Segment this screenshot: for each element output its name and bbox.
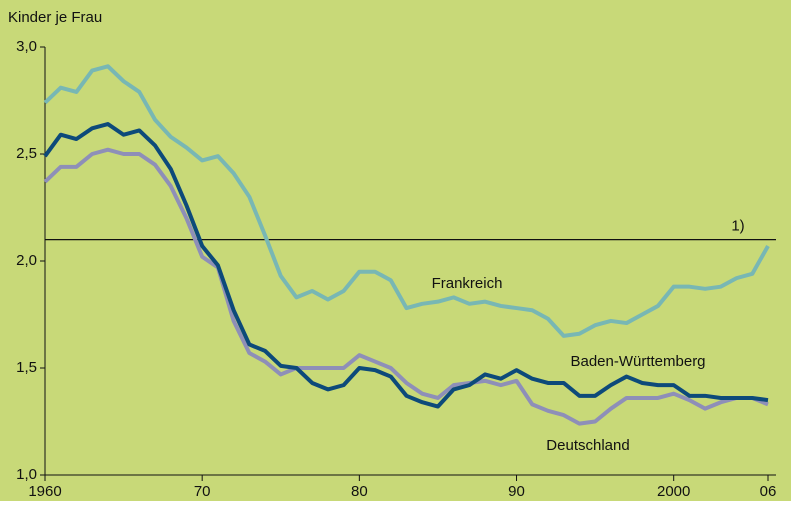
y-tick-label: 1,5 bbox=[16, 359, 37, 376]
x-tick-label: 1960 bbox=[28, 483, 61, 500]
series-line bbox=[43, 122, 769, 409]
series-label: Baden-Württemberg bbox=[570, 353, 705, 370]
series-label: Frankreich bbox=[432, 275, 503, 292]
y-tick-label: 2,0 bbox=[16, 252, 37, 269]
y-axis-label: Kinder je Frau bbox=[8, 9, 102, 26]
x-tick-label: 70 bbox=[194, 483, 211, 500]
x-tick-label: 2000 bbox=[657, 483, 690, 500]
y-tick-label: 1,0 bbox=[16, 466, 37, 483]
x-tick-label: 80 bbox=[351, 483, 368, 500]
x-tick-label: 90 bbox=[508, 483, 525, 500]
series-line bbox=[43, 147, 769, 426]
series-label: Deutschland bbox=[546, 437, 629, 454]
y-tick-label: 3,0 bbox=[16, 38, 37, 55]
y-tick-label: 2,5 bbox=[16, 145, 37, 162]
x-tick-label: 06 bbox=[760, 483, 777, 500]
series-line bbox=[43, 64, 770, 338]
reference-label: 1) bbox=[731, 218, 744, 235]
